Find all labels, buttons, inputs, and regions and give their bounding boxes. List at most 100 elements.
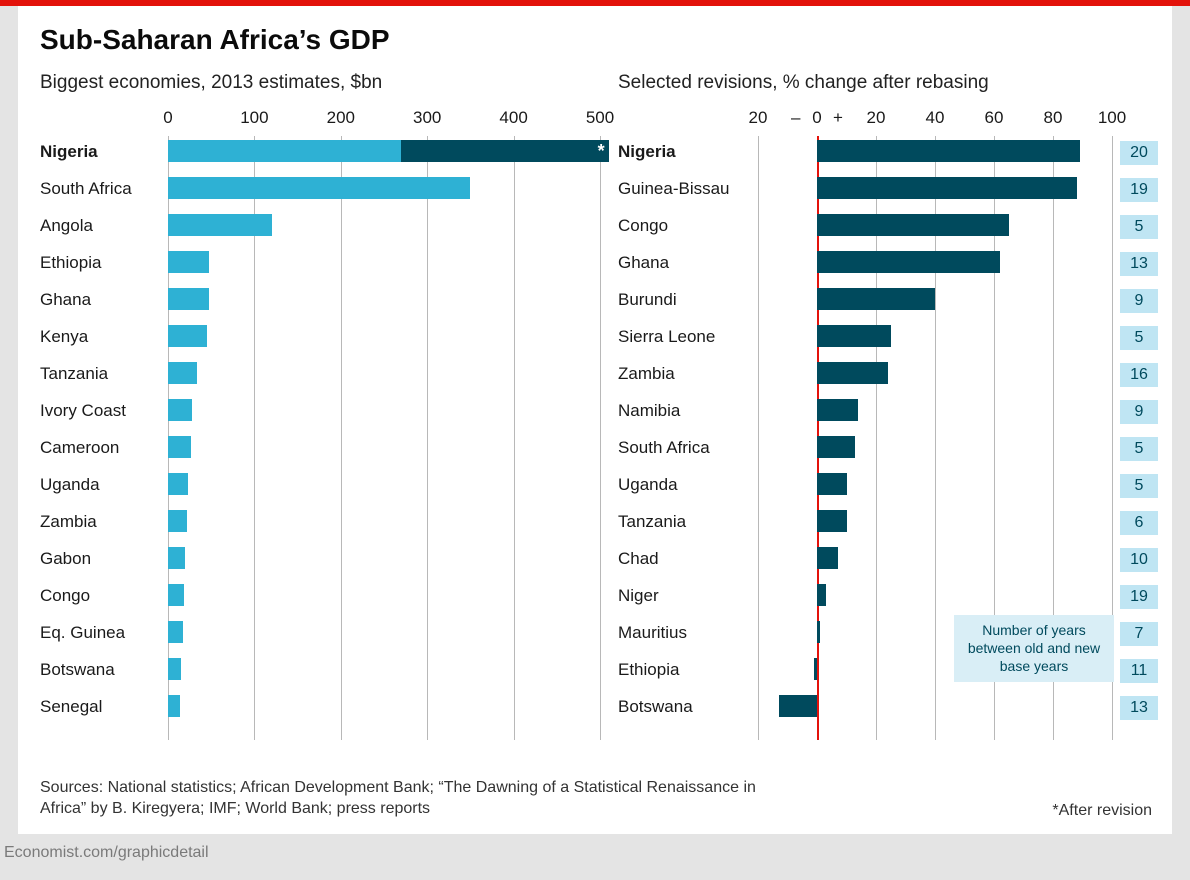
x-tick: 400 — [499, 108, 527, 128]
bar — [168, 325, 207, 347]
bar — [779, 695, 817, 717]
years-badge: 13 — [1120, 252, 1158, 276]
row-label: Uganda — [618, 476, 678, 493]
row-label: Angola — [40, 217, 93, 234]
row-label: Niger — [618, 587, 659, 604]
left-label-column: Nigeria South Africa Angola Ethiopia Ghana Ke… — [40, 140, 168, 740]
years-badge: 5 — [1120, 326, 1158, 350]
bar — [168, 584, 184, 606]
right-panel: Selected revisions, % change after rebas… — [618, 72, 1158, 752]
x-tick: 80 — [1044, 108, 1063, 128]
gridline — [341, 136, 342, 740]
years-badge: 5 — [1120, 474, 1158, 498]
years-badge: 19 — [1120, 585, 1158, 609]
row-label: Tanzania — [40, 365, 108, 382]
x-tick: 20 — [749, 108, 768, 128]
left-plot: Nigeria South Africa Angola Ethiopia Ghana Ke… — [40, 100, 600, 740]
years-badge: 11 — [1120, 659, 1158, 683]
years-badge: 9 — [1120, 400, 1158, 424]
x-tick: 200 — [327, 108, 355, 128]
bar — [168, 140, 401, 162]
years-badge: 19 — [1120, 178, 1158, 202]
bar — [817, 510, 847, 532]
bar — [168, 695, 180, 717]
right-badge-column: 201951395169556101971113Number of years … — [1118, 140, 1158, 740]
bar — [168, 547, 185, 569]
years-badge: 13 — [1120, 696, 1158, 720]
minus-sign: – — [791, 108, 800, 128]
bar — [168, 288, 209, 310]
left-panel: Biggest economies, 2013 estimates, $bn N… — [40, 72, 600, 752]
bar — [817, 547, 838, 569]
row-label: Congo — [40, 587, 90, 604]
row-label: Eq. Guinea — [40, 624, 125, 641]
years-badge: 5 — [1120, 215, 1158, 239]
x-tick: 0 — [812, 108, 821, 128]
x-tick: 500 — [586, 108, 614, 128]
sources-text: Sources: National statistics; African De… — [40, 777, 800, 820]
row-label: Zambia — [618, 365, 675, 382]
row-label: Ghana — [40, 291, 91, 308]
bar — [168, 362, 197, 384]
x-tick: 60 — [985, 108, 1004, 128]
right-plot: NigeriaGuinea-BissauCongoGhanaBurundiSie… — [618, 100, 1158, 740]
bar-revised: * — [401, 140, 608, 162]
years-badge: 6 — [1120, 511, 1158, 535]
row-label: Tanzania — [618, 513, 686, 530]
years-badge: 9 — [1120, 289, 1158, 313]
bar — [817, 140, 1080, 162]
bar — [817, 436, 855, 458]
row-label: Kenya — [40, 328, 88, 345]
row-label: Burundi — [618, 291, 677, 308]
row-label: Botswana — [618, 698, 693, 715]
plus-sign: + — [833, 108, 843, 128]
gridline — [758, 136, 759, 740]
bar — [168, 214, 272, 236]
chart-title: Sub-Saharan Africa’s GDP — [40, 24, 390, 56]
bar — [817, 584, 826, 606]
row-label: Ghana — [618, 254, 669, 271]
gridline — [427, 136, 428, 740]
row-label: Nigeria — [618, 143, 676, 160]
bar — [817, 362, 888, 384]
chart-card: Sub-Saharan Africa’s GDP Biggest economi… — [18, 6, 1172, 834]
star-icon: * — [598, 140, 605, 162]
bar — [817, 399, 858, 421]
credit-text: Economist.com/graphicdetail — [4, 844, 209, 862]
row-label: Cameroon — [40, 439, 119, 456]
bar — [814, 658, 817, 680]
years-badge: 5 — [1120, 437, 1158, 461]
right-subtitle: Selected revisions, % change after rebas… — [618, 72, 1158, 94]
right-label-column: NigeriaGuinea-BissauCongoGhanaBurundiSie… — [618, 140, 758, 740]
years-badge: 10 — [1120, 548, 1158, 572]
x-tick: 20 — [867, 108, 886, 128]
row-label: Ethiopia — [40, 254, 101, 271]
row-label: Gabon — [40, 550, 91, 567]
bar — [168, 510, 187, 532]
x-tick: 40 — [926, 108, 945, 128]
bar — [817, 621, 820, 643]
badge-note: Number of years between old and new base… — [954, 615, 1114, 682]
years-badge: 20 — [1120, 141, 1158, 165]
bar — [817, 251, 1000, 273]
row-label: South Africa — [40, 180, 132, 197]
row-label: Nigeria — [40, 143, 98, 160]
x-tick: 300 — [413, 108, 441, 128]
gridline — [600, 136, 601, 740]
x-tick: 100 — [240, 108, 268, 128]
row-label: Sierra Leone — [618, 328, 715, 345]
x-tick: 100 — [1098, 108, 1126, 128]
years-badge: 16 — [1120, 363, 1158, 387]
row-label: Uganda — [40, 476, 100, 493]
bar — [168, 177, 470, 199]
gridline — [514, 136, 515, 740]
row-label: South Africa — [618, 439, 710, 456]
bar — [817, 214, 1009, 236]
bar — [168, 621, 183, 643]
bar — [817, 288, 935, 310]
row-label: Chad — [618, 550, 659, 567]
bar — [168, 436, 191, 458]
row-label: Zambia — [40, 513, 97, 530]
bar — [168, 399, 192, 421]
row-label: Senegal — [40, 698, 102, 715]
